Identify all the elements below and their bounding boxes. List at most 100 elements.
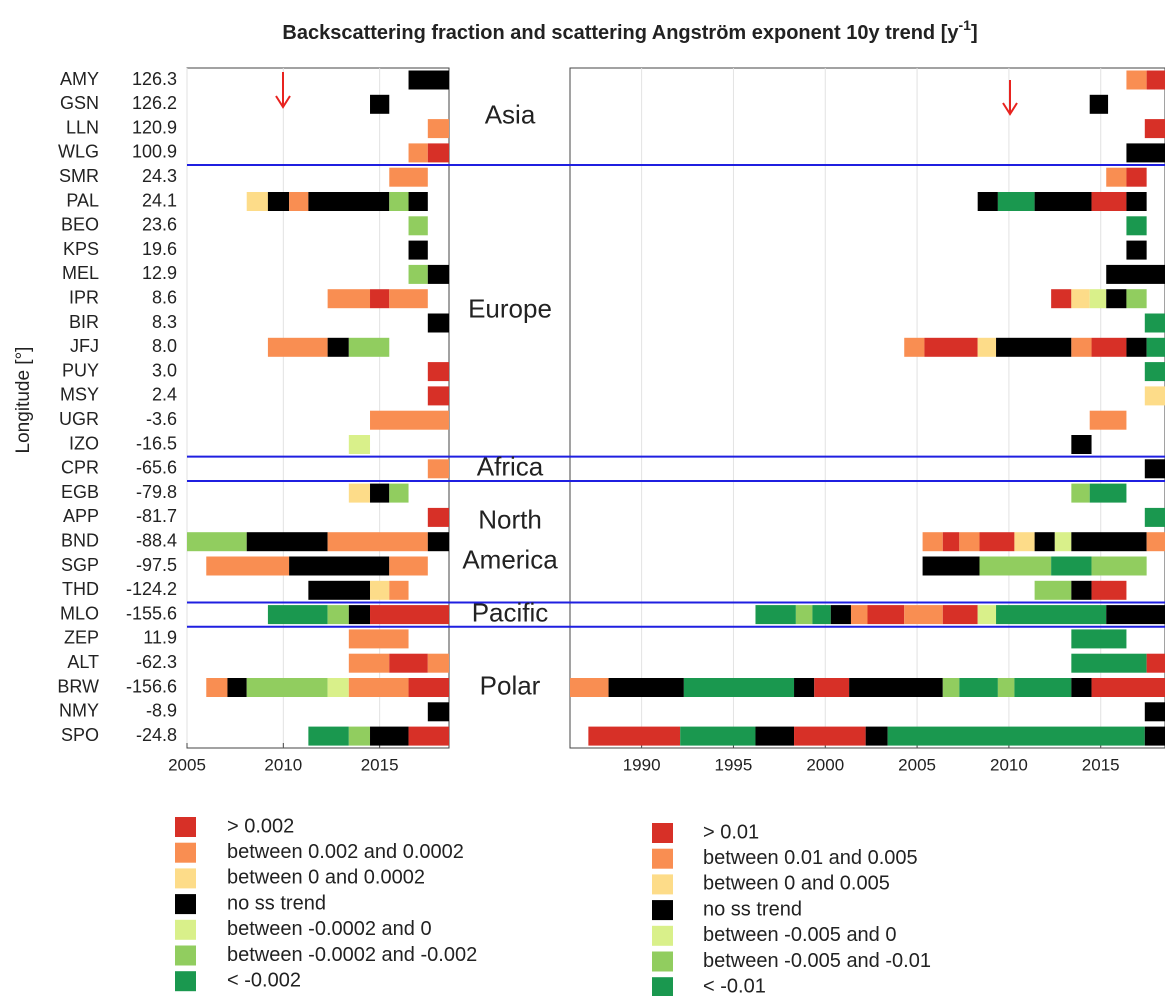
station-longitude: -79.8 — [136, 482, 177, 502]
trend-segment — [408, 143, 428, 163]
station-longitude: 126.3 — [132, 69, 177, 89]
trend-segment — [755, 726, 795, 746]
trend-segment — [427, 119, 449, 139]
trend-segment — [996, 605, 1107, 625]
trend-segment — [427, 653, 449, 673]
station-longitude: 23.6 — [142, 215, 177, 235]
trend-segment — [389, 653, 428, 673]
x-tick-label: 2005 — [898, 755, 936, 774]
x-tick-label: 2015 — [361, 755, 399, 774]
trend-segment — [997, 192, 1035, 211]
legend-label: between 0 and 0.005 — [703, 873, 890, 895]
trend-segment — [1106, 167, 1127, 187]
legend-swatch — [652, 848, 673, 869]
title-sup: -1 — [958, 17, 971, 33]
station-longitude: 120.9 — [132, 117, 177, 137]
grid — [186, 67, 1165, 749]
trend-segment — [979, 556, 1052, 576]
trend-segment — [1091, 337, 1127, 357]
trend-segment — [608, 678, 684, 697]
station-longitude: 24.3 — [142, 166, 177, 186]
legend-label: < -0.01 — [703, 975, 766, 996]
trend-segment — [1126, 337, 1147, 357]
trend-segment — [1089, 410, 1127, 430]
region-label: Africa — [477, 452, 544, 482]
trend-segment — [327, 532, 428, 552]
station-longitude: 8.6 — [152, 287, 177, 307]
trend-segment — [997, 678, 1015, 697]
legend-swatch — [652, 823, 673, 843]
station-code: WLG — [58, 142, 99, 162]
trend-segment — [922, 532, 943, 552]
trend-segment — [755, 605, 796, 625]
trend-segment — [289, 556, 390, 576]
trend-segment — [348, 653, 390, 673]
trend-segment — [427, 507, 449, 527]
trend-segment — [865, 726, 888, 746]
trend-segment — [977, 337, 997, 357]
trend-segment — [389, 483, 409, 503]
trend-segment — [389, 556, 428, 576]
trend-segment — [327, 337, 349, 357]
station-longitude: 126.2 — [132, 93, 177, 113]
x-tick-label: 1995 — [715, 755, 753, 774]
trend-segment — [348, 726, 371, 746]
station-longitude: -88.4 — [136, 530, 177, 550]
trend-segment — [1071, 678, 1092, 697]
trend-segment — [370, 580, 390, 600]
station-longitude: 2.4 — [152, 385, 177, 405]
trend-segment — [206, 678, 228, 697]
station-code: BND — [61, 530, 99, 550]
station-longitude: 11.9 — [143, 628, 177, 648]
legend-swatch — [652, 977, 673, 996]
trend-segment — [850, 605, 868, 625]
trend-segment — [1071, 532, 1147, 552]
trend-segment — [683, 678, 795, 697]
trend-segment — [267, 337, 328, 357]
trend-segment — [348, 435, 371, 454]
station-code: MEL — [62, 263, 99, 283]
station-code: BRW — [57, 676, 99, 696]
trend-segment — [289, 192, 309, 211]
station-code: CPR — [61, 458, 99, 478]
trend-segment — [977, 605, 997, 625]
trend-segment — [924, 337, 978, 357]
trend-segment — [408, 240, 428, 260]
trend-segment — [887, 726, 1145, 746]
trend-segment — [814, 678, 850, 697]
arrow — [275, 72, 291, 109]
station-longitude: 24.1 — [142, 190, 177, 210]
trend-segment — [308, 580, 371, 600]
station-longitude: -65.6 — [136, 458, 177, 478]
trend-segment — [1014, 532, 1035, 552]
legend-label: > 0.01 — [703, 821, 759, 843]
trend-segment — [427, 143, 449, 163]
trend-segment — [327, 678, 349, 697]
station-code: UGR — [59, 409, 99, 429]
trend-segment — [1126, 240, 1147, 260]
x-tick-label: 2010 — [990, 755, 1028, 774]
x-tick-label: 2015 — [1082, 755, 1120, 774]
trend-segment — [246, 532, 328, 552]
trend-segment — [427, 313, 449, 333]
station-code: BIR — [69, 312, 99, 332]
legend-swatch — [652, 925, 673, 946]
arrows — [275, 72, 1018, 116]
trend-segment — [1034, 192, 1092, 211]
trend-segment — [408, 192, 428, 211]
trend-segment — [308, 726, 349, 746]
overlay: Asia Europe Africa North America Pacific Polar — [187, 99, 1165, 700]
trend-segment — [1071, 580, 1092, 600]
legend-label: between -0.0002 and -0.002 — [227, 944, 477, 966]
trend-segment — [348, 629, 409, 649]
legend-swatch — [175, 919, 196, 940]
legend-label: no ss trend — [227, 892, 326, 914]
trend-segment — [1146, 337, 1165, 357]
trend-segment — [1126, 289, 1147, 309]
trend-segment — [206, 556, 290, 576]
trend-segment — [1144, 459, 1165, 479]
station-code: KPS — [63, 239, 99, 259]
trend-segment — [370, 726, 409, 746]
station-longitude: -155.6 — [126, 603, 177, 623]
arrow — [1002, 80, 1018, 116]
